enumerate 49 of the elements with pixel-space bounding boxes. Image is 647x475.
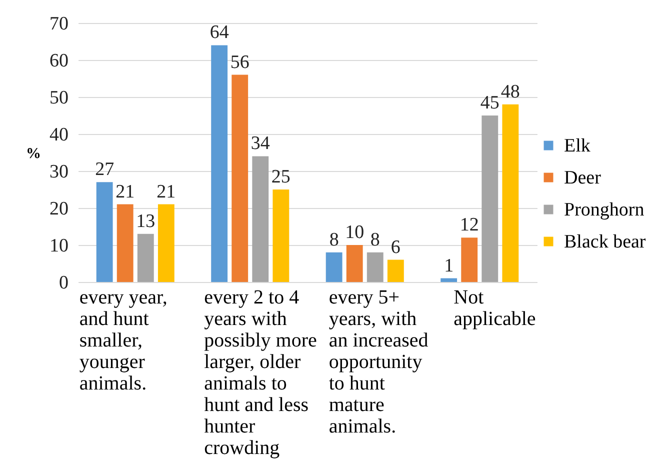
bar — [366, 252, 384, 282]
bar — [387, 260, 404, 282]
x-tick-label: every 2 to 4 years with possibly more larger, older animals to hunt and less hunter crowding — [204, 286, 318, 459]
data-label: 45 — [480, 92, 500, 114]
bar — [232, 74, 248, 282]
data-label: 12 — [460, 214, 479, 236]
bar — [440, 278, 458, 282]
bar — [461, 238, 478, 282]
y-tick-label: 30 — [50, 162, 68, 182]
y-tick-label: 20 — [50, 198, 68, 220]
legend-label: Pronghorn — [564, 200, 645, 220]
data-label: 8 — [370, 229, 380, 250]
data-label: 25 — [271, 166, 290, 188]
data-label: 1 — [444, 255, 454, 276]
data-label: 6 — [390, 236, 400, 258]
bar — [96, 182, 113, 282]
bar — [137, 234, 154, 282]
legend-label: Black bear — [564, 232, 646, 252]
bar — [252, 156, 269, 282]
bar — [482, 116, 498, 282]
bar — [346, 245, 363, 282]
data-label: 10 — [345, 222, 364, 243]
data-label: 13 — [136, 210, 156, 232]
bar — [116, 204, 134, 282]
y-tick-label: 40 — [50, 124, 68, 146]
data-label: 64 — [210, 22, 230, 44]
data-label: 27 — [95, 159, 114, 180]
x-tick-label: every year, and hunt smaller, younger animals. — [79, 286, 168, 394]
y-tick-label: 0 — [59, 272, 68, 294]
x-tick-label: Not applicable — [454, 286, 536, 330]
data-label: 48 — [500, 81, 520, 102]
data-label: 21 — [156, 181, 176, 202]
y-axis-title: % — [26, 146, 41, 162]
y-tick-label: 70 — [50, 14, 68, 34]
data-label: 21 — [116, 181, 135, 202]
legend-label: Elk — [564, 136, 591, 156]
y-tick-label: 50 — [50, 88, 68, 108]
bar — [272, 190, 290, 282]
bar — [502, 104, 519, 282]
y-tick-label: 10 — [50, 236, 68, 256]
data-label: 34 — [250, 133, 270, 154]
y-tick-label: 60 — [50, 50, 68, 72]
data-label: 56 — [230, 52, 250, 73]
bar — [326, 252, 342, 282]
x-tick-label: every 5+ years, with an increased opportunity to hunt mature animals. — [328, 286, 428, 438]
bar — [211, 45, 228, 282]
bar — [158, 204, 174, 282]
data-label: 8 — [329, 229, 339, 250]
legend-label: Deer — [564, 168, 602, 188]
